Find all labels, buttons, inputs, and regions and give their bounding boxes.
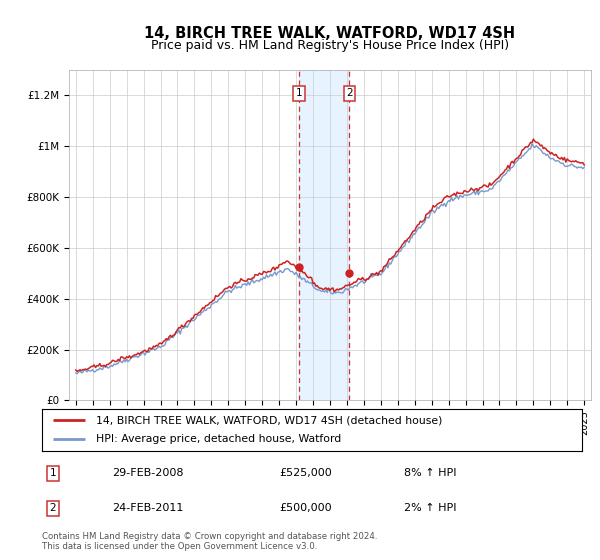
Text: 14, BIRCH TREE WALK, WATFORD, WD17 4SH: 14, BIRCH TREE WALK, WATFORD, WD17 4SH	[145, 26, 515, 41]
Text: HPI: Average price, detached house, Watford: HPI: Average price, detached house, Watf…	[96, 435, 341, 445]
Text: 8% ↑ HPI: 8% ↑ HPI	[404, 468, 457, 478]
Text: 29-FEB-2008: 29-FEB-2008	[112, 468, 184, 478]
Text: 2: 2	[49, 503, 56, 513]
Text: Price paid vs. HM Land Registry's House Price Index (HPI): Price paid vs. HM Land Registry's House …	[151, 39, 509, 53]
Bar	[299, 70, 349, 400]
Text: 1: 1	[49, 468, 56, 478]
Text: Contains HM Land Registry data © Crown copyright and database right 2024.
This d: Contains HM Land Registry data © Crown c…	[42, 532, 377, 552]
Text: £525,000: £525,000	[280, 468, 332, 478]
Text: £500,000: £500,000	[280, 503, 332, 513]
Text: 2: 2	[346, 88, 353, 98]
Text: 14, BIRCH TREE WALK, WATFORD, WD17 4SH (detached house): 14, BIRCH TREE WALK, WATFORD, WD17 4SH (…	[96, 415, 442, 425]
Text: 2% ↑ HPI: 2% ↑ HPI	[404, 503, 457, 513]
Text: 24-FEB-2011: 24-FEB-2011	[112, 503, 184, 513]
Text: 1: 1	[295, 88, 302, 98]
